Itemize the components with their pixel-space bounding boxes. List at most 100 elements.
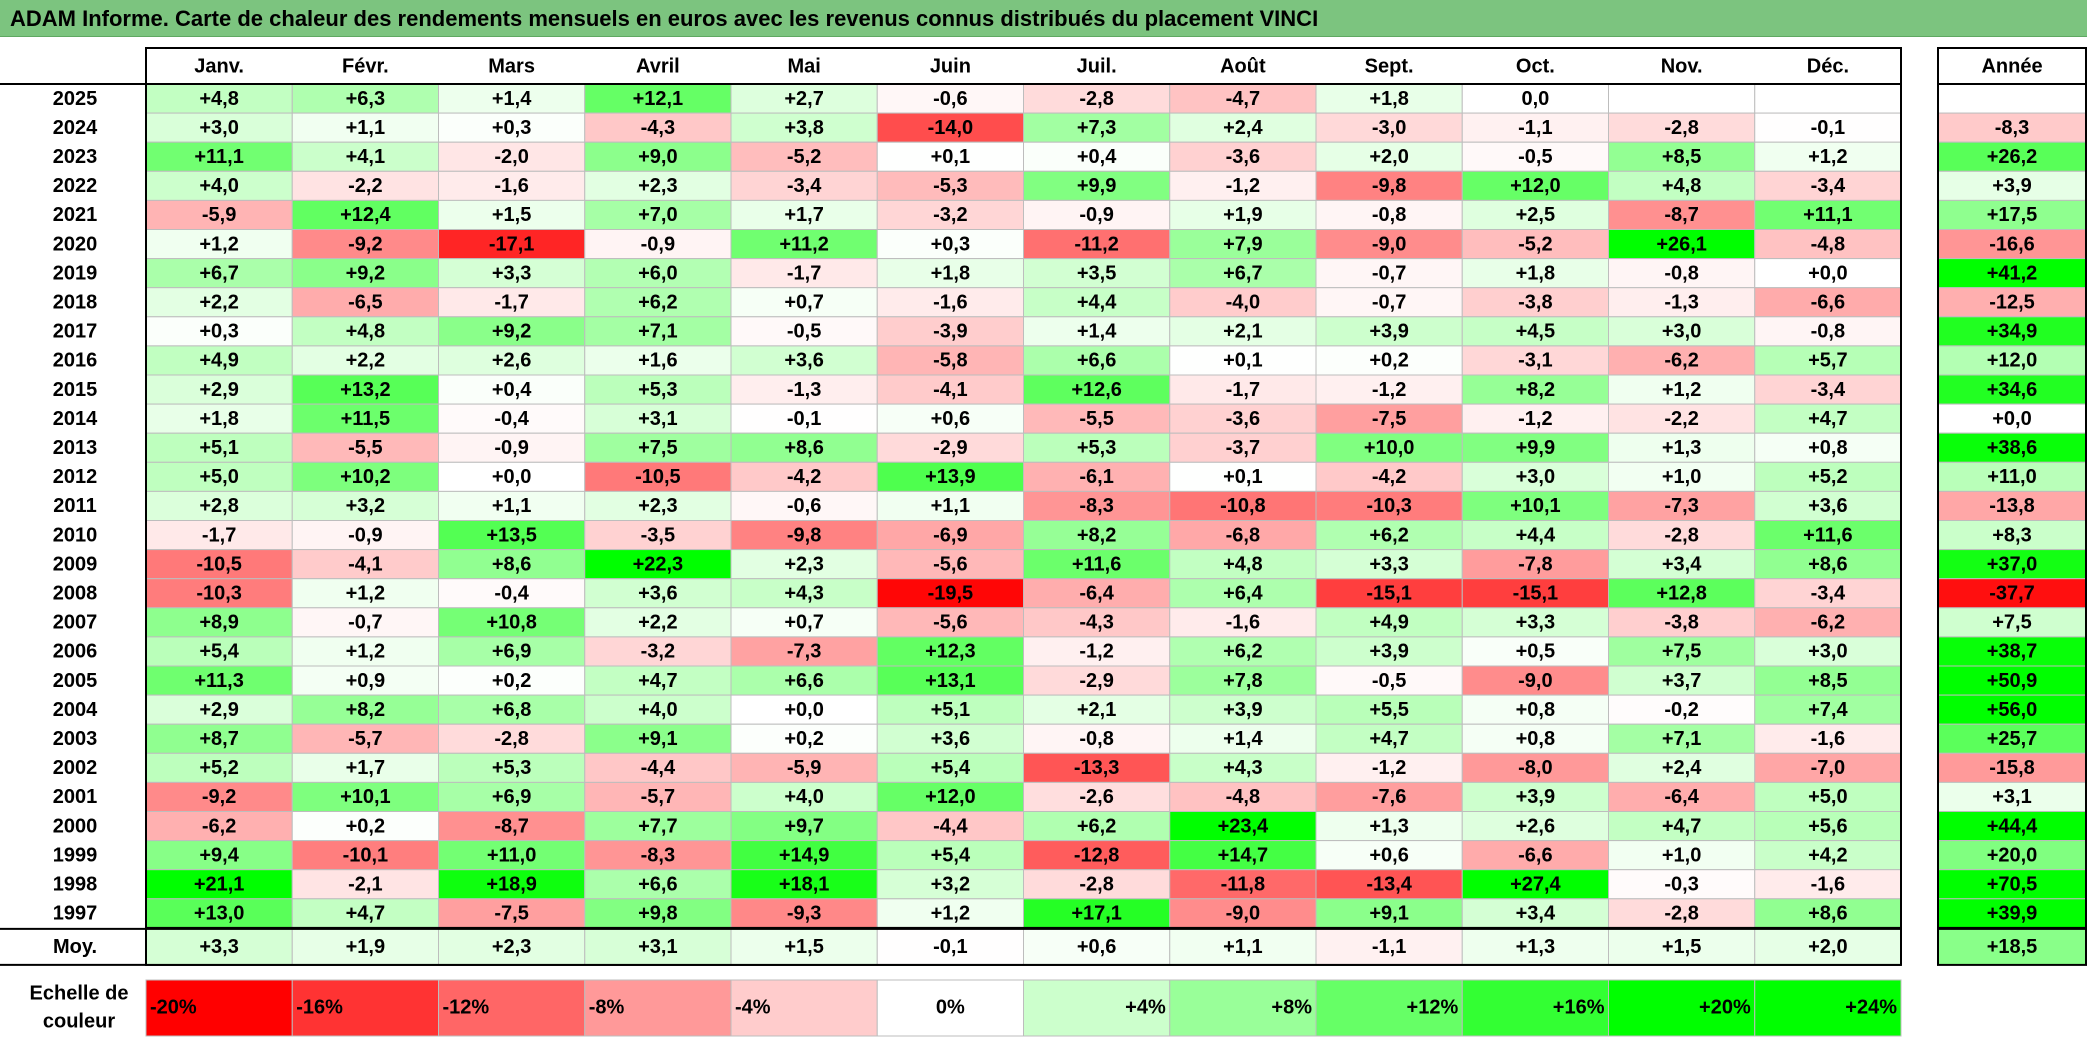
heatmap-cell [1754,520,1902,551]
cell-value: -4,4 [641,757,676,779]
cell-value: -3,2 [933,204,967,226]
month-header: Juin [930,55,971,77]
heatmap-cell [438,898,586,929]
cell-value: +5,3 [492,757,531,779]
cell-value: -1,6 [933,292,967,314]
cell-value: +0,8 [1516,699,1555,721]
cell-value: -15,1 [1366,583,1412,605]
year-label: 2002 [53,757,98,779]
cell-value: +2,3 [638,175,677,197]
cell-value: +14,7 [1218,844,1269,866]
cell-value: +10,0 [1364,437,1415,459]
cell-value: +2,1 [1077,699,1116,721]
annual-header: Année [1981,55,2042,77]
year-label: 2018 [53,292,98,314]
cell-value: +2,0 [1369,146,1408,168]
year-label: 2021 [53,204,98,226]
cell-value: -2,2 [1664,408,1698,430]
heatmap-cell [145,520,293,551]
heatmap-cell [1023,287,1171,318]
heatmap-cell [1754,112,1902,143]
heatmap-cell [291,83,439,114]
cell-value: -8,0 [1518,757,1552,779]
heatmap-cell [1023,229,1171,260]
cell-value: +12,6 [1071,379,1122,401]
heatmap-cell [1608,258,1756,289]
cell-value: +27,4 [1510,874,1561,896]
cell-value: -3,6 [1226,146,1260,168]
cell-value: -0,3 [1664,874,1698,896]
cell-value: +1,1 [346,117,385,139]
heatmap-cell [584,199,732,230]
cell-value: +13,9 [925,466,976,488]
heatmap-cell [291,112,439,143]
heatmap-cell [1169,170,1317,201]
cell-value: -0,1 [1811,117,1845,139]
cell-value: +0,2 [346,815,385,837]
scale-value: -16% [296,996,343,1018]
cell-value: -9,3 [787,903,821,925]
cell-value: -1,2 [1226,175,1260,197]
cell-value: +3,0 [1662,321,1701,343]
cell-value: +4,0 [638,699,677,721]
title-bar: ADAM Informe. Carte de chaleur des rende… [0,0,2087,37]
heatmap-cell [291,141,439,172]
year-label: 2009 [53,553,98,575]
cell-value: +5,3 [638,379,677,401]
heatmap-cell [1023,549,1171,580]
cell-value: +9,9 [1516,437,1555,459]
cell-value: +8,2 [1077,524,1116,546]
average-annual-value: +18,5 [1987,936,2038,958]
heatmap-cell [1461,898,1609,929]
cell-value: -7,0 [1811,757,1845,779]
cell-value: +4,8 [1223,553,1262,575]
cell-value: -17,1 [489,233,535,255]
heatmap-cell [584,520,732,551]
cell-value: -2,2 [348,175,382,197]
heatmap-cell [438,258,586,289]
heatmap-cell [1754,840,1902,871]
cell-value: -9,0 [1226,903,1260,925]
heatmap-cell [1461,83,1609,114]
cell-value: -1,2 [1518,408,1552,430]
cell-value: +18,9 [486,874,537,896]
cell-value: +0,2 [492,670,531,692]
scale-swatch [1315,979,1463,1037]
cell-value: +4,7 [346,903,385,925]
cell-value: +4,4 [1077,292,1117,314]
cell-value: +4,3 [1223,757,1262,779]
cell-value: +17,1 [1071,903,1122,925]
cell-value: +2,3 [638,495,677,517]
cell-value: +7,7 [638,815,677,837]
cell-value: -0,6 [787,495,821,517]
cell-value: +0,3 [931,233,970,255]
cell-value: +1,8 [1516,262,1555,284]
heatmap-cell [1754,578,1902,609]
cell-value: +7,9 [1223,233,1262,255]
cell-value: +7,0 [638,204,677,226]
cell-value: +3,9 [1369,641,1408,663]
scale-value: +12% [1407,996,1459,1018]
heatmap-cell [1461,170,1609,201]
heatmap-cell [730,694,878,725]
month-header: Févr. [342,55,389,77]
cell-value: +11,1 [1803,204,1853,226]
cell-value: -0,9 [641,233,675,255]
scale-value: +4% [1125,996,1166,1018]
year-label: 2008 [53,583,98,605]
heatmap-cell [730,490,878,521]
cell-value: +3,3 [492,262,531,284]
annual-value: +70,5 [1987,874,2038,896]
heatmap-cell [291,229,439,260]
month-header: Avril [636,55,680,77]
heatmap-cell [730,781,878,813]
heatmap-cell [1023,781,1171,813]
cell-value: -2,8 [1664,903,1698,925]
cell-value: +13,5 [486,524,537,546]
heatmap-cell [1461,723,1609,754]
cell-value: +3,0 [199,117,238,139]
cell-value: +11,6 [1072,553,1122,575]
average-value: -0,1 [933,936,967,958]
annual-value: +38,7 [1987,641,2038,663]
